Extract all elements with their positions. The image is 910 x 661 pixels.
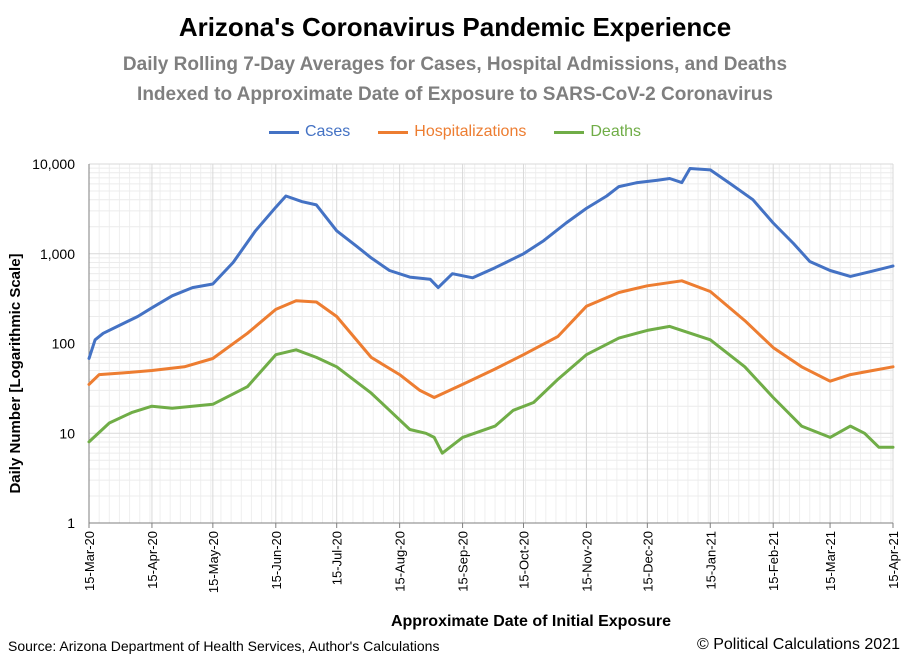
y-tick-label: 1,000 (40, 246, 75, 262)
legend-item-deaths: Deaths (554, 123, 641, 141)
x-tick-label: 15-Jul-20 (330, 531, 345, 585)
chart-subtitle-line1: Daily Rolling 7-Day Averages for Cases, … (122, 54, 788, 75)
x-tick-label: 15-Jun-20 (269, 531, 284, 590)
legend-item-cases: Cases (268, 123, 351, 141)
x-tick-label: 15-Mar-21 (823, 531, 838, 591)
x-tick-label: 15-Oct-20 (516, 531, 531, 589)
legend-swatch (268, 130, 299, 134)
x-axis-title: Approximate Date of Initial Exposure (391, 613, 671, 630)
x-tick-label: 15-Nov-20 (579, 531, 594, 592)
legend-label: Deaths (590, 123, 642, 140)
series-line-cases (87, 167, 895, 360)
source-note: Source: Arizona Department of Health Ser… (8, 638, 440, 654)
x-tick-label: 15-Dec-20 (640, 531, 655, 592)
x-tick-label: 15-Feb-21 (766, 531, 781, 591)
x-tick-label: 15-May-20 (206, 531, 221, 593)
copyright-note: © Political Calculations 2021 (696, 636, 900, 653)
series-line-deaths (87, 324, 895, 455)
x-tick-label: 15-Apr-21 (886, 531, 901, 589)
series-line-hospitalizations (87, 279, 895, 399)
legend-label: Cases (304, 123, 351, 140)
x-tick-label: 15-Jan-21 (703, 531, 718, 590)
y-axis-title: Daily Number [Logarithmic Scale] (7, 253, 24, 493)
legend-swatch (554, 130, 585, 134)
legend-swatch (378, 130, 409, 134)
chart-legend: Cases Hospitalizations Deaths (0, 123, 910, 141)
x-tick-label: 15-Apr-20 (145, 531, 160, 589)
y-tick-label: 10 (59, 425, 75, 441)
chart-title: Arizona's Coronavirus Pandemic Experienc… (178, 12, 732, 42)
x-tick-label: 15-Aug-20 (393, 531, 408, 592)
legend-item-hospitalizations: Hospitalizations (378, 123, 526, 141)
y-tick-label: 1 (67, 515, 75, 531)
x-tick-label: 15-Mar-20 (82, 531, 97, 591)
chart-subtitle-line2: Indexed to Approximate Date of Exposure … (137, 84, 773, 105)
x-tick-label: 15-Sep-20 (456, 531, 471, 592)
y-tick-label: 100 (52, 336, 76, 352)
legend-label: Hospitalizations (414, 123, 527, 140)
y-tick-label: 10,000 (32, 156, 75, 172)
